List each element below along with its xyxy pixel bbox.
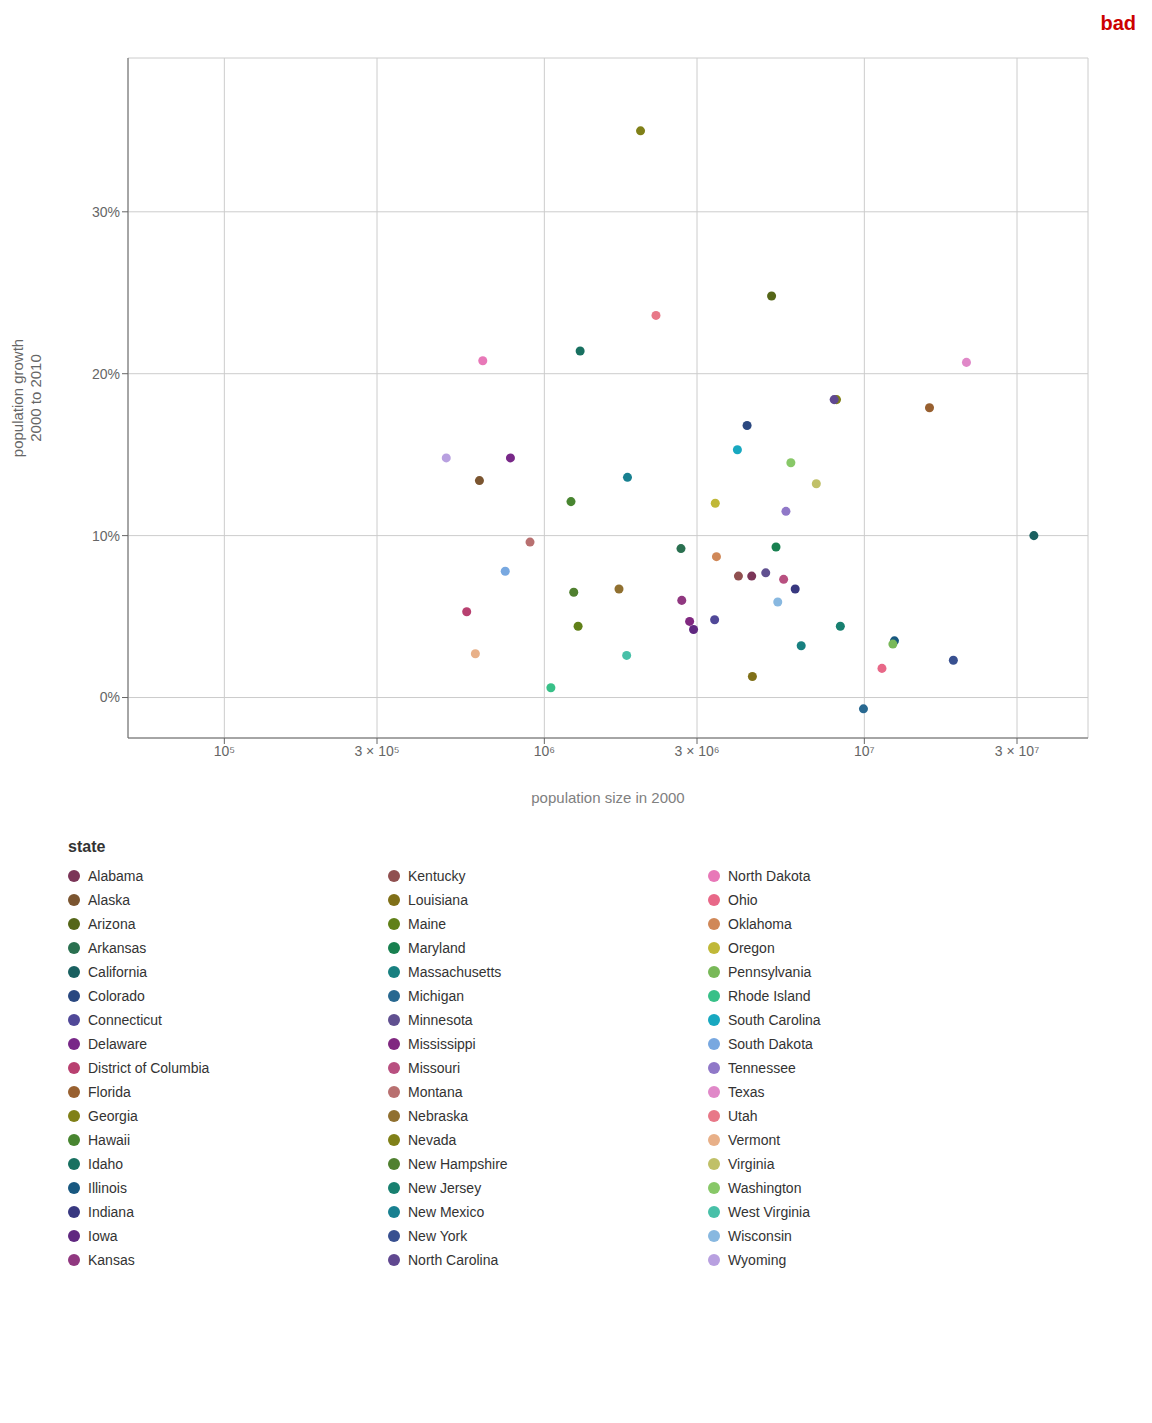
html-text:North Dakota: North Dakota: [728, 868, 811, 884]
html-text:California: California: [88, 964, 148, 980]
svg-text:population growth2000 to 2010: population growth2000 to 2010: [9, 339, 44, 457]
html-text:Montana: Montana: [408, 1084, 463, 1100]
html-text:Iowa: Iowa: [88, 1228, 118, 1244]
html-text:Florida: Florida: [88, 1084, 131, 1100]
html-text:Hawaii: Hawaii: [88, 1132, 130, 1148]
svg-text:3 × 10⁵: 3 × 10⁵: [354, 743, 399, 759]
html-text:Georgia: Georgia: [88, 1108, 138, 1124]
svg-text:20%: 20%: [92, 366, 120, 382]
html-text:Utah: Utah: [728, 1108, 758, 1124]
html-text:Kentucky: Kentucky: [408, 868, 466, 884]
html-text:Virginia: Virginia: [728, 1156, 775, 1172]
html-text:District of Columbia: District of Columbia: [88, 1060, 210, 1076]
html-text:North Carolina: North Carolina: [408, 1252, 499, 1268]
html-text:Arkansas: Arkansas: [88, 940, 147, 956]
html-text:Mississippi: Mississippi: [408, 1036, 476, 1052]
html-text:Arizona: Arizona: [88, 916, 136, 932]
html-text:Colorado: Colorado: [88, 988, 145, 1004]
html-text:Vermont: Vermont: [728, 1132, 781, 1148]
html-text:West Virginia: West Virginia: [728, 1204, 810, 1220]
html-text:South Dakota: South Dakota: [728, 1036, 813, 1052]
svg-text:30%: 30%: [92, 204, 120, 220]
html-text:Washington: Washington: [728, 1180, 802, 1196]
html-text:Tennessee: Tennessee: [728, 1060, 796, 1076]
html-text:Oklahoma: Oklahoma: [728, 916, 792, 932]
html-text:New Mexico: New Mexico: [408, 1204, 485, 1220]
html-text:New Hampshire: New Hampshire: [408, 1156, 508, 1172]
html-text:Alabama: Alabama: [88, 868, 144, 884]
html-text:Oregon: Oregon: [728, 940, 775, 956]
html-text:bad: bad: [1100, 12, 1136, 34]
html-text:Ohio: Ohio: [728, 892, 758, 908]
svg-text:10⁶: 10⁶: [534, 743, 555, 759]
svg-text:10⁵: 10⁵: [214, 743, 235, 759]
html-text:Wyoming: Wyoming: [728, 1252, 787, 1268]
html-text:Nebraska: Nebraska: [408, 1108, 468, 1124]
html-text:Minnesota: Minnesota: [408, 1012, 473, 1028]
html-text:Kansas: Kansas: [88, 1252, 135, 1268]
html-text:Massachusetts: Massachusetts: [408, 964, 502, 980]
svg-text:10%: 10%: [92, 528, 120, 544]
svg-text:population size in 2000: population size in 2000: [531, 789, 684, 806]
html-text:Texas: Texas: [728, 1084, 765, 1100]
html-text:Wisconsin: Wisconsin: [728, 1228, 792, 1244]
html-text:Maryland: Maryland: [408, 940, 466, 956]
html-text:Idaho: Idaho: [88, 1156, 123, 1172]
svg-text:3 × 10⁷: 3 × 10⁷: [995, 743, 1039, 759]
html-text:Connecticut: Connecticut: [88, 1012, 162, 1028]
html-text:Louisiana: Louisiana: [408, 892, 468, 908]
html-text:Rhode Island: Rhode Island: [728, 988, 811, 1004]
html-text:New Jersey: New Jersey: [408, 1180, 482, 1196]
html-text:New York: New York: [408, 1228, 468, 1244]
svg-text:3 × 10⁶: 3 × 10⁶: [674, 743, 719, 759]
html-text:Pennsylvania: Pennsylvania: [728, 964, 812, 980]
svg-text:0%: 0%: [100, 689, 120, 705]
html-text:Missouri: Missouri: [408, 1060, 461, 1076]
svg-text:10⁷: 10⁷: [854, 743, 875, 759]
html-text:Delaware: Delaware: [88, 1036, 148, 1052]
html-text:Nevada: Nevada: [408, 1132, 457, 1148]
html-text:Indiana: Indiana: [88, 1204, 134, 1220]
html-text:Michigan: Michigan: [408, 988, 464, 1004]
html-text:state: state: [68, 838, 106, 855]
html-text:Alaska: Alaska: [88, 892, 130, 908]
html-text:Illinois: Illinois: [88, 1180, 127, 1196]
html-text:South Carolina: South Carolina: [728, 1012, 821, 1028]
html-text:Maine: Maine: [408, 916, 447, 932]
